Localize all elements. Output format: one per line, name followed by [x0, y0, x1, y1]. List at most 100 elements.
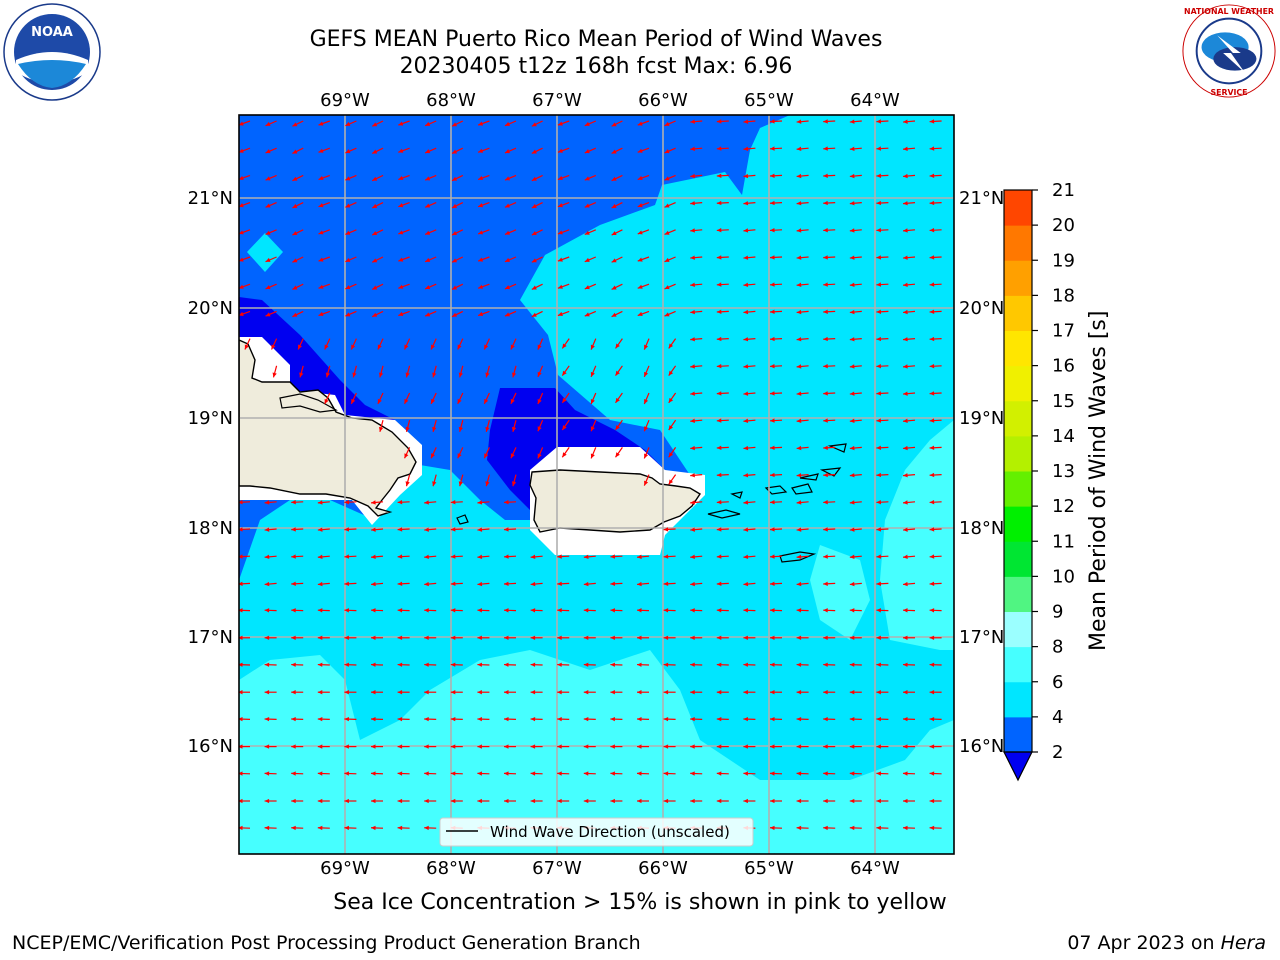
wind-wave-arrowhead	[849, 500, 855, 505]
wind-wave-arrowhead	[823, 500, 828, 505]
wind-wave-arrowhead	[590, 399, 595, 405]
wind-wave-arrowhead	[664, 312, 670, 317]
wind-wave-arrowhead	[504, 230, 510, 235]
wind-wave-arrowhead	[903, 309, 908, 315]
wind-wave-arrowhead	[743, 771, 748, 776]
wind-wave-arrowhead	[668, 370, 674, 376]
wind-wave-arrowhead	[876, 255, 882, 260]
wind-wave-arrowhead	[318, 230, 324, 235]
wind-wave-arrowhead	[770, 282, 775, 287]
wind-wave-arrowhead	[450, 500, 456, 505]
wind-wave-arrowhead	[504, 527, 509, 532]
colorbar-segment	[1004, 576, 1032, 612]
wind-wave-arrowhead	[457, 398, 462, 404]
wind-wave-arrowhead	[264, 581, 270, 587]
colorbar-tick-label: 9	[1052, 602, 1063, 623]
wind-wave-arrowhead	[796, 309, 802, 315]
wind-wave-arrowhead	[562, 343, 567, 349]
wind-wave-arrowhead	[929, 418, 935, 423]
wind-wave-arrowhead	[265, 203, 271, 208]
wind-wave-arrowhead	[637, 771, 642, 776]
wind-wave-arrowhead	[371, 825, 376, 831]
land-st-croix	[779, 551, 817, 563]
wind-wave-arrowhead	[615, 370, 620, 376]
wind-wave-arrowhead	[458, 481, 463, 487]
wind-wave-arrowhead	[264, 500, 270, 505]
wind-wave-arrowhead	[637, 257, 643, 262]
wind-wave-arrowhead	[344, 608, 349, 613]
wind-wave-arrowhead	[584, 230, 590, 235]
wind-wave-arrowhead	[690, 635, 695, 640]
wind-wave-arrowhead	[291, 527, 296, 532]
colorbar-segment	[1004, 611, 1032, 648]
wind-wave-arrowhead	[458, 426, 463, 432]
wind-wave-arrowhead	[371, 608, 376, 613]
wind-wave-arrowhead	[664, 149, 670, 154]
wind-wave-arrowhead	[876, 527, 882, 532]
wind-wave-arrowhead	[644, 371, 649, 377]
wind-wave-arrowhead	[876, 662, 881, 667]
wind-wave-arrowhead	[557, 798, 562, 804]
wind-wave-arrowhead	[849, 201, 855, 206]
colorbar-segment	[1004, 330, 1032, 367]
wind-wave-arrowhead	[611, 176, 617, 181]
wind-wave-arrowhead	[929, 744, 935, 749]
wind-wave-arrowhead	[743, 473, 749, 478]
wind-wave-arrowhead	[796, 146, 802, 152]
wind-wave-arrowhead	[397, 554, 403, 559]
wind-wave-arrowhead	[452, 149, 458, 154]
colorbar-tick-label: 16	[1052, 356, 1075, 377]
wind-wave-arrowhead	[239, 608, 243, 613]
wind-wave-arrowhead	[849, 716, 855, 722]
wind-wave-arrowhead	[664, 257, 670, 262]
wind-wave-arrowhead	[398, 203, 404, 208]
footer-date-text: 07 Apr 2023 on	[1067, 932, 1221, 954]
wind-wave-arrowhead	[344, 798, 349, 804]
wind-wave-arrowhead	[424, 635, 429, 640]
wind-wave-arrowhead	[450, 690, 456, 695]
lat-label: 18°N	[188, 518, 233, 539]
wind-wave-arrowhead	[690, 309, 695, 315]
wind-wave-arrowhead	[796, 662, 802, 667]
lon-label: 69°W	[320, 90, 370, 111]
wind-wave-arrowhead	[849, 798, 855, 804]
wind-wave-arrowhead	[398, 257, 404, 262]
wind-wave-arrowhead	[478, 257, 484, 262]
wind-wave-arrowhead	[668, 343, 674, 349]
wind-wave-arrowhead	[510, 453, 515, 459]
wind-wave-arrowhead	[239, 554, 243, 559]
wind-wave-arrowhead	[770, 581, 775, 586]
wind-wave-arrowhead	[450, 771, 456, 776]
wind-wave-arrowhead	[690, 527, 695, 532]
wind-wave-arrowhead	[690, 445, 695, 451]
wind-wave-arrowhead	[796, 690, 802, 695]
colorbar-tick-label: 14	[1052, 426, 1075, 447]
wind-wave-arrowhead	[531, 258, 537, 263]
wind-wave-arrowhead	[292, 231, 298, 236]
wind-wave-arrowhead	[615, 425, 620, 431]
wind-wave-arrowhead	[344, 581, 350, 586]
wind-wave-arrowhead	[317, 662, 323, 667]
wind-wave-arrowhead	[317, 716, 323, 722]
wind-wave-arrowhead	[796, 119, 802, 124]
wind-wave-arrowhead	[929, 825, 935, 831]
wind-wave-arrowhead	[796, 716, 802, 722]
wind-wave-arrowhead	[929, 119, 935, 124]
wind-wave-arrowhead	[397, 771, 403, 776]
wind-wave-arrowhead	[265, 257, 271, 262]
wind-wave-arrowhead	[291, 608, 296, 613]
wind-wave-arrowhead	[929, 146, 935, 151]
wind-wave-arrowhead	[743, 445, 749, 451]
wind-wave-arrowhead	[903, 119, 908, 124]
lon-label: 65°W	[744, 90, 794, 111]
wind-wave-arrowhead	[823, 662, 828, 667]
wind-wave-arrowhead	[511, 426, 517, 432]
lat-label: 19°N	[188, 408, 233, 429]
wind-wave-arrowhead	[743, 554, 749, 560]
wind-wave-arrowhead	[903, 716, 908, 722]
wind-wave-arrowhead	[477, 771, 482, 776]
wind-wave-arrowhead	[876, 146, 882, 151]
wind-wave-arrowhead	[663, 662, 669, 667]
wind-wave-arrowhead	[929, 716, 935, 722]
